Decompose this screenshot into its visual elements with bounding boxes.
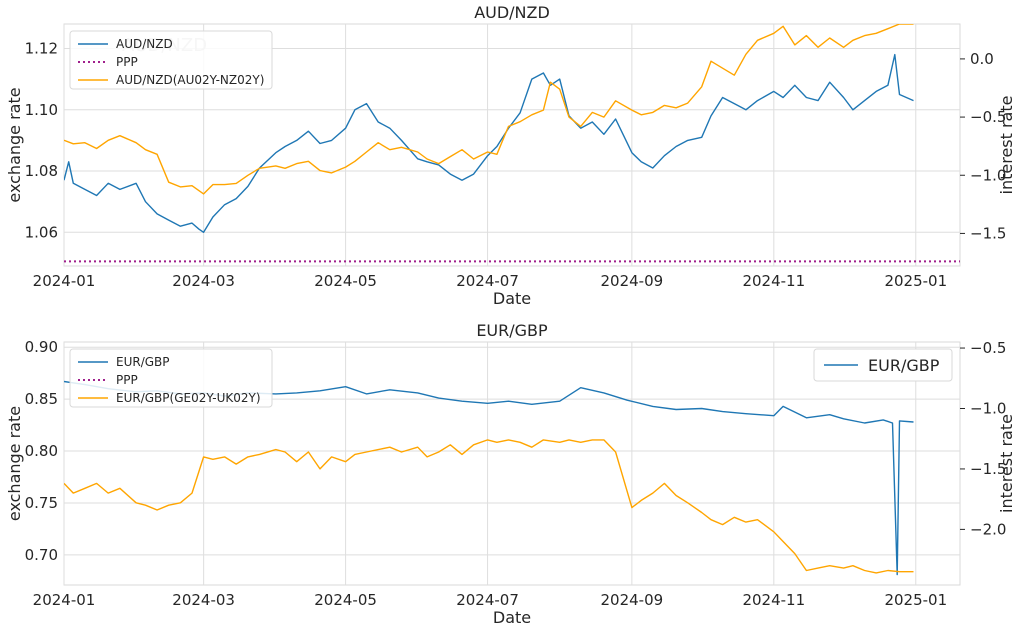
series-lines: [64, 24, 960, 263]
legend: EUR/GBP PPP EUR/GBP(GE02Y-UK02Y): [69, 348, 273, 408]
x-tick-label: 2024-11: [742, 591, 805, 609]
legend-box: [69, 30, 273, 90]
legend: AUD/NZD PPP AUD/NZD(AU02Y-NZ02Y): [69, 30, 273, 90]
y-tick-label: 0.90: [25, 338, 58, 356]
x-tick-label: 2024-05: [314, 591, 377, 609]
y-tick-label: 0.80: [25, 442, 58, 460]
chart-title: EUR/GBP: [476, 321, 548, 340]
x-tick-label: 2024-07: [456, 272, 519, 290]
y-tick-label: 0.85: [25, 390, 58, 408]
x-axis-label: Date: [493, 289, 531, 308]
y-tick-label: 1.08: [25, 162, 58, 180]
x-axis-label: Date: [493, 608, 531, 627]
y-tick-label: 0.70: [25, 546, 58, 564]
legend-entry: PPP: [116, 373, 138, 387]
y2-axis-label: interest rate: [997, 96, 1016, 195]
y2-tick-label: −2.0: [970, 520, 1006, 538]
legend-entry: PPP: [116, 55, 138, 69]
x-tick-label: 2024-03: [172, 272, 235, 290]
y2-tick-label: −0.5: [970, 339, 1006, 357]
legend-box: [69, 348, 273, 408]
x-tick-label: 2024-05: [314, 272, 377, 290]
y2-tick-label: 0.0: [970, 50, 994, 68]
y2-tick-label: −1.0: [970, 399, 1006, 417]
legend-entry: EUR/GBP: [116, 355, 170, 369]
x-tick-label: 2024-07: [456, 591, 519, 609]
y-tick-label: 1.06: [25, 223, 58, 241]
legend-secondary-box: [813, 348, 953, 382]
x-tick-label: 2024-01: [33, 591, 96, 609]
y2-tick-label: −1.5: [970, 460, 1006, 478]
x-tick-label: 2024-03: [172, 591, 235, 609]
y-axis-label: exchange rate: [5, 406, 24, 521]
legend-secondary-entry: EUR/GBP: [868, 356, 940, 375]
y-tick-label: 1.10: [25, 101, 58, 119]
y-tick-label: 1.12: [25, 40, 58, 58]
y2-tick-label: −1.5: [970, 224, 1006, 242]
chart-panel-2: 2024-01 2024-03 2024-05 2024-07 2024-09 2024-…: [5, 321, 1016, 627]
chart-title: AUD/NZD: [474, 3, 550, 22]
y2-tick-label: −0.5: [970, 108, 1006, 126]
series-line-aud-nzd-au02y-nz02y-: [64, 24, 914, 195]
x-tick-label: 2025-01: [884, 272, 947, 290]
series-line-eur-gbp-ge02y-uk02y-: [64, 439, 914, 574]
legend-entry: EUR/GBP(GE02Y-UK02Y): [116, 391, 261, 405]
x-tick-label: 2024-01: [33, 272, 96, 290]
legend-entry: AUD/NZD(AU02Y-NZ02Y): [116, 73, 264, 87]
y-tick-label: 0.75: [25, 494, 58, 512]
chart-panel-1: 2024-01 2024-03 2024-05 2024-07 2024-09 2024-…: [5, 3, 1016, 308]
x-tick-label: 2024-09: [601, 591, 664, 609]
y2-tick-label: −1.0: [970, 166, 1006, 184]
y2-axis-label: interest rate: [997, 414, 1016, 513]
y-axis-label: exchange rate: [5, 87, 24, 202]
legend-secondary: EUR/GBP: [813, 348, 953, 382]
x-tick-label: 2025-01: [884, 591, 947, 609]
x-tick-label: 2024-09: [601, 272, 664, 290]
x-tick-label: 2024-11: [742, 272, 805, 290]
legend-entry: AUD/NZD: [116, 37, 173, 51]
series-line-aud-nzd: [64, 53, 914, 233]
